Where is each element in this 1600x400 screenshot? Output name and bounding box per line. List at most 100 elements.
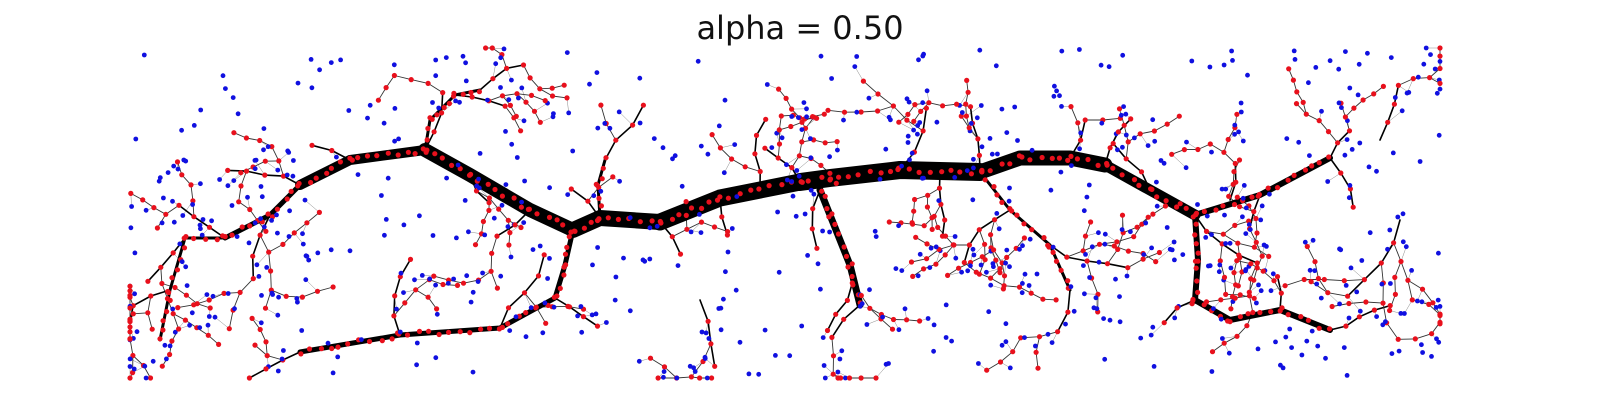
network-node-462 bbox=[549, 85, 555, 91]
edge-68 bbox=[214, 316, 230, 329]
network-node-33 bbox=[554, 217, 560, 223]
terminal-node-1126 bbox=[392, 138, 397, 144]
terminal-node-1142 bbox=[514, 155, 520, 160]
terminal-node-307 bbox=[217, 177, 223, 182]
network-node-999 bbox=[1174, 305, 1180, 311]
network-node-929 bbox=[1380, 83, 1386, 89]
terminal-node-1364 bbox=[261, 126, 267, 131]
edge-791 bbox=[1306, 246, 1316, 263]
edge-379 bbox=[959, 92, 969, 106]
network-node-814 bbox=[1125, 139, 1131, 145]
terminal-node-614 bbox=[888, 117, 893, 123]
plot-title: alpha = 0.50 bbox=[696, 9, 904, 47]
terminal-node-1441 bbox=[414, 340, 420, 346]
terminal-node-1345 bbox=[590, 262, 595, 268]
terminal-node-1069 bbox=[1310, 237, 1316, 243]
terminal-node-1237 bbox=[818, 286, 823, 292]
terminal-node-1262 bbox=[612, 297, 618, 303]
edge-40 bbox=[306, 211, 320, 224]
edge-315 bbox=[831, 318, 845, 339]
network-node-946 bbox=[1229, 294, 1236, 300]
terminal-node-1325 bbox=[1048, 187, 1054, 193]
terminal-node-1149 bbox=[1120, 52, 1126, 58]
network-node-855 bbox=[1237, 292, 1243, 298]
network-node-157 bbox=[486, 325, 493, 331]
edge-19 bbox=[254, 160, 266, 176]
edge-550 bbox=[1206, 230, 1224, 235]
terminal-node-1276 bbox=[1138, 335, 1144, 341]
edge-368 bbox=[940, 203, 946, 221]
terminal-node-1292 bbox=[802, 211, 808, 217]
network-node-170 bbox=[366, 338, 373, 345]
terminal-node-1409 bbox=[347, 248, 353, 254]
terminal-node-1309 bbox=[547, 185, 552, 191]
edge-726 bbox=[1379, 121, 1389, 141]
terminal-node-1452 bbox=[1336, 100, 1342, 106]
terminal-node-817 bbox=[1145, 143, 1151, 149]
terminal-node-1485 bbox=[722, 97, 728, 103]
terminal-node-1442 bbox=[1302, 239, 1308, 245]
edge-22 bbox=[240, 170, 247, 187]
edge-231 bbox=[618, 111, 633, 126]
edge-232 bbox=[631, 104, 645, 126]
network-node-791 bbox=[997, 359, 1004, 365]
edge-706 bbox=[507, 291, 526, 309]
terminal-node-1480 bbox=[1077, 47, 1082, 52]
network-node-266 bbox=[181, 245, 188, 251]
terminal-node-989 bbox=[589, 312, 595, 318]
network-node-233 bbox=[476, 89, 482, 95]
terminal-node-763 bbox=[1082, 291, 1087, 297]
terminal-node-1247 bbox=[979, 144, 985, 150]
edge-383 bbox=[971, 122, 979, 140]
network-node-429 bbox=[375, 97, 381, 103]
terminal-node-347 bbox=[199, 232, 205, 238]
network-node-196 bbox=[1193, 241, 1199, 247]
network-nodes bbox=[127, 45, 1443, 381]
edge-38 bbox=[293, 222, 308, 234]
edge-745 bbox=[1400, 246, 1407, 262]
network-node-294 bbox=[231, 130, 237, 136]
network-node-396 bbox=[149, 326, 155, 332]
edge-51 bbox=[317, 286, 334, 292]
network-node-127 bbox=[1316, 160, 1322, 166]
network-node-941 bbox=[1234, 258, 1240, 264]
terminal-node-1479 bbox=[1327, 58, 1333, 64]
terminal-node-471 bbox=[499, 202, 505, 208]
terminal-node-1459 bbox=[989, 151, 995, 157]
edge-333 bbox=[906, 119, 918, 135]
edge-561 bbox=[1237, 242, 1255, 248]
terminal-node-1445 bbox=[304, 253, 310, 259]
terminal-node-1393 bbox=[723, 269, 728, 275]
network-node-809 bbox=[1128, 116, 1134, 122]
network-node-118 bbox=[1249, 194, 1255, 200]
terminal-node-996 bbox=[593, 311, 599, 317]
edge-793 bbox=[1310, 281, 1329, 294]
network-node-410 bbox=[127, 319, 133, 325]
terminal-node-550 bbox=[804, 106, 809, 112]
network-node-201 bbox=[1194, 278, 1200, 284]
network-node-640 bbox=[921, 223, 927, 229]
terminal-node-1129 bbox=[965, 268, 971, 274]
network-node-1045 bbox=[1329, 303, 1335, 310]
network-node-306 bbox=[225, 167, 231, 173]
network-node-773 bbox=[1119, 212, 1126, 218]
terminal-node-1429 bbox=[162, 342, 168, 348]
terminal-node-757 bbox=[1154, 203, 1160, 209]
edge-725 bbox=[1150, 322, 1165, 336]
network-node-91 bbox=[1039, 154, 1045, 161]
network-node-652 bbox=[963, 113, 970, 119]
terminal-node-768 bbox=[1102, 241, 1108, 247]
terminal-node-1186 bbox=[994, 211, 1000, 216]
terminal-node-1478 bbox=[999, 106, 1005, 112]
network-node-329 bbox=[262, 305, 269, 311]
terminal-node-712 bbox=[933, 244, 939, 250]
terminal-node-1254 bbox=[1380, 322, 1386, 328]
terminal-node-352 bbox=[198, 181, 203, 187]
terminal-node-639 bbox=[953, 255, 959, 261]
terminal-node-661 bbox=[968, 121, 974, 126]
network-node-346 bbox=[206, 224, 213, 230]
terminal-node-1140 bbox=[191, 123, 197, 128]
edge-500 bbox=[1127, 258, 1144, 269]
terminal-node-1073 bbox=[811, 191, 817, 197]
network-node-967 bbox=[392, 293, 398, 299]
